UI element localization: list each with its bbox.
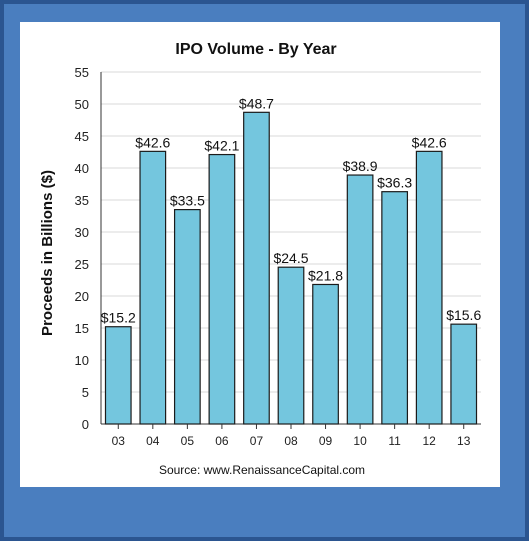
y-tick-label: 40	[75, 161, 89, 176]
data-label-07: $48.7	[239, 95, 274, 111]
bar-05	[173, 209, 201, 425]
data-label-06: $42.1	[204, 138, 239, 154]
data-label-12: $42.6	[412, 134, 447, 150]
data-label-05: $33.5	[170, 193, 205, 209]
y-tick-label: 55	[75, 65, 89, 80]
x-tick-label: 12	[423, 434, 437, 448]
data-label-10: $38.9	[343, 158, 378, 174]
bar-07	[243, 111, 270, 425]
x-tick-label: 04	[146, 434, 160, 448]
y-tick-label: 35	[75, 193, 89, 208]
y-tick-label: 15	[75, 321, 89, 336]
y-tick-label: 45	[75, 129, 89, 144]
x-tick-label: 07	[250, 434, 264, 448]
x-tick-label: 09	[319, 434, 333, 448]
y-tick-label: 50	[75, 97, 89, 112]
y-tick-label: 5	[82, 385, 89, 400]
bar-chart: IPO Volume - By Year 0510152025303540455…	[39, 41, 482, 477]
source-note: Source: www.RenaissanceCapital.com	[159, 463, 365, 477]
x-tick-label: 13	[457, 434, 471, 448]
x-axis-ticks: 03 04 05 06 07 08 09 10 11 12 13	[112, 424, 471, 448]
y-axis-label: Proceeds in Billions ($)	[39, 170, 56, 336]
data-label-08: $24.5	[273, 250, 308, 266]
data-label-09: $21.8	[308, 267, 343, 283]
data-labels: $15.2 $42.6 $33.5 $42.1 $48.7 $24.5$21.8 $38.9…	[101, 95, 482, 325]
bar-03	[104, 326, 132, 425]
x-tick-label: 10	[353, 434, 367, 448]
bar-04	[139, 150, 167, 425]
x-tick-label: 03	[112, 434, 126, 448]
chart-title: IPO Volume - By Year	[175, 41, 336, 58]
data-label-03: $15.2	[101, 310, 136, 326]
bar-06	[208, 153, 236, 425]
bar-11	[381, 191, 409, 425]
y-tick-label: 20	[75, 289, 89, 304]
data-label-11: $36.3	[377, 175, 412, 191]
data-label-04: $42.6	[135, 134, 170, 150]
data-label-13: $15.6	[446, 307, 481, 323]
bar-12	[415, 150, 443, 425]
x-tick-label: 06	[215, 434, 229, 448]
y-tick-label: 30	[75, 225, 89, 240]
y-tick-label: 10	[75, 353, 89, 368]
y-axis-ticks: 0 5 10 15 20 25 30 35 40 45 50 55	[75, 65, 89, 432]
bar-13	[450, 323, 478, 425]
chart-panel: IPO Volume - By Year 0 5 10 15 20 25 30 35 40 45 5…	[20, 22, 500, 487]
bars	[104, 111, 478, 425]
bar-08	[277, 266, 305, 425]
x-tick-label: 11	[388, 434, 401, 448]
x-tick-label: 08	[284, 434, 298, 448]
bar-10	[346, 174, 374, 425]
y-tick-label: 0	[82, 417, 89, 432]
bar-09	[312, 283, 339, 425]
x-tick-label: 05	[181, 434, 195, 448]
y-tick-label: 25	[75, 257, 89, 272]
